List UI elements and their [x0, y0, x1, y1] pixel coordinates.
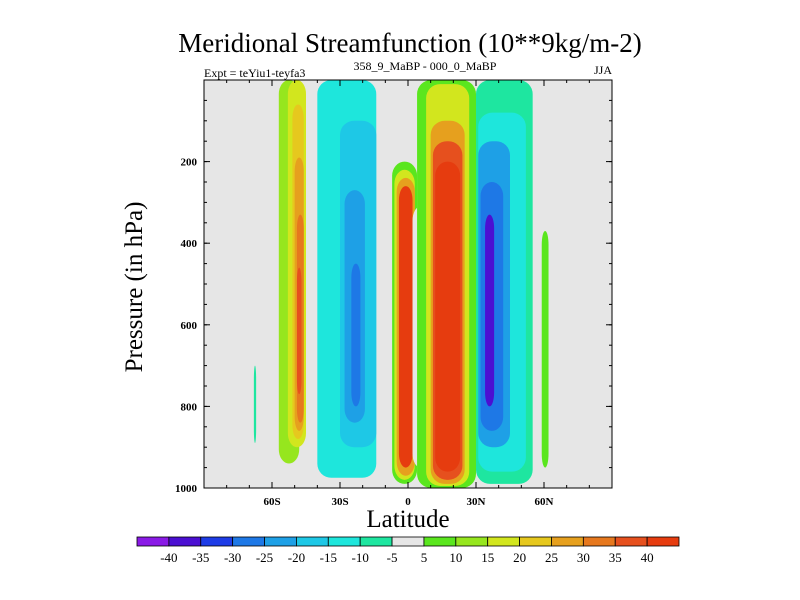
colorbar-swatch [582, 536, 616, 547]
y-axis: 200 400 600 800 1000 [175, 99, 612, 495]
colorbar-swatch [519, 536, 552, 547]
colorbar-swatch [391, 536, 425, 547]
y-tick-label: 400 [181, 238, 198, 250]
colorbar-swatch [296, 536, 329, 547]
colorbar-swatch [327, 536, 361, 547]
colorbar-label: 25 [545, 550, 558, 565]
x-tick-label: 30N [467, 496, 486, 508]
colorbar-swatch [264, 536, 297, 547]
colorbar-label: 5 [421, 550, 428, 565]
colorbar-label: 10 [449, 550, 462, 565]
chart-title: Meridional Streamfunction (10**9kg/m-2) [178, 28, 641, 58]
contour-band [398, 186, 413, 468]
x-tick-label: 30S [331, 496, 348, 508]
x-tick-label: 60S [263, 496, 280, 508]
colorbar-label: -10 [352, 550, 369, 565]
contour-band [541, 230, 549, 468]
colorbar-swatch [455, 536, 489, 547]
colorbar-label: -20 [288, 550, 305, 565]
colorbar-swatch [614, 536, 648, 547]
colorbar-swatch [136, 536, 170, 547]
colorbar-label: 35 [609, 550, 622, 565]
contour-band [485, 214, 495, 407]
y-tick-label: 600 [181, 320, 198, 332]
contour-band [296, 267, 302, 395]
colorbar-label: -25 [256, 550, 273, 565]
colorbar-label: -35 [192, 550, 209, 565]
colorbar-swatch [200, 536, 234, 547]
colorbar-label: 20 [513, 550, 526, 565]
colorbar-label: 30 [577, 550, 590, 565]
plot-area [204, 80, 612, 488]
x-tick-label: 0 [405, 496, 411, 508]
colorbar-swatch [551, 536, 584, 547]
y-axis-label: Pressure (in hPa) [121, 202, 148, 373]
contour-band [435, 161, 461, 472]
colorbar-swatch [487, 536, 520, 547]
colorbar-label: 15 [481, 550, 494, 565]
colorbar-swatch [423, 536, 457, 547]
subtitle-center: 358_9_MaBP - 000_0_MaBP [354, 59, 497, 73]
contour-band [253, 365, 257, 444]
y-tick-label: 1000 [175, 483, 198, 495]
colorbar: -40 -35 -30 -25 -20 -15 -10 -5 5 10 15 20 25 30 35 40 [136, 536, 680, 565]
subtitle-left: Expt = teYiu1-teyfa3 [204, 66, 305, 80]
colorbar-swatch [232, 536, 265, 547]
x-axis-label: Latitude [366, 506, 449, 533]
y-tick-label: 800 [181, 401, 198, 413]
colorbar-label: -5 [387, 550, 398, 565]
x-tick-label: 60N [535, 496, 554, 508]
colorbar-label: 40 [641, 550, 654, 565]
colorbar-label: -30 [224, 550, 241, 565]
colorbar-swatch [359, 536, 393, 547]
contour-band [351, 263, 361, 407]
subtitle-right: JJA [594, 63, 612, 77]
colorbar-label: -40 [160, 550, 177, 565]
colorbar-swatch [168, 536, 202, 547]
y-tick-label: 200 [181, 157, 198, 169]
colorbar-swatch [646, 536, 680, 547]
colorbar-label: -15 [320, 550, 337, 565]
x-axis: 60S 30S 0 30N 60N [203, 80, 613, 508]
